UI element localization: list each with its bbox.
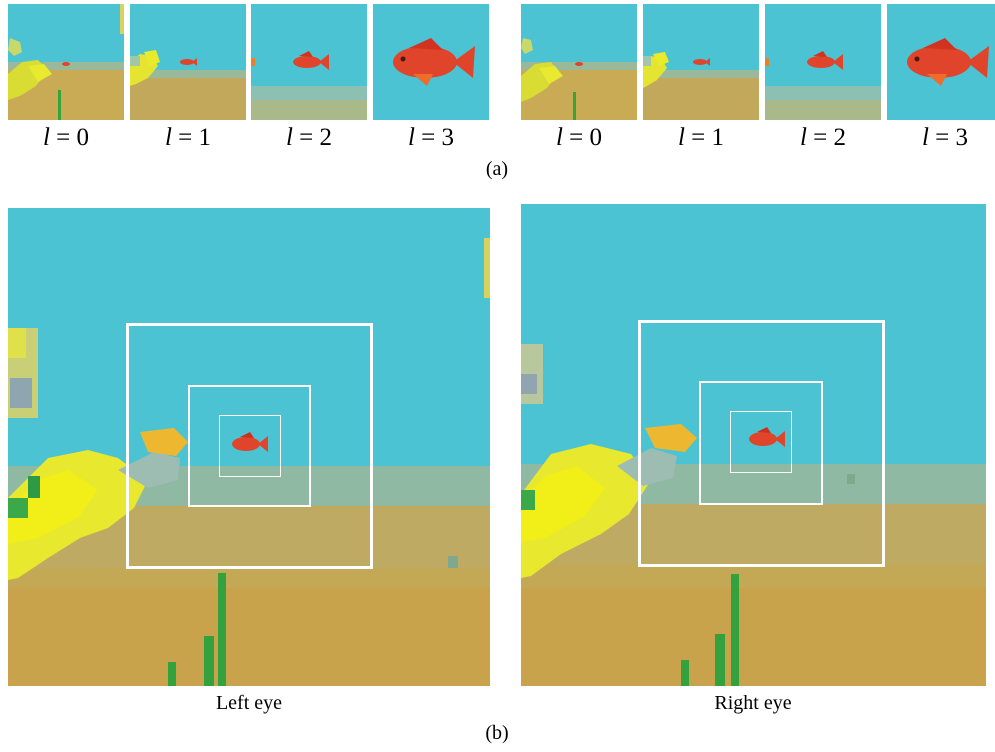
level-equals: = xyxy=(56,124,71,151)
left-eye-level-0-label: l = 0 xyxy=(8,124,124,152)
level-equals: = xyxy=(178,124,193,151)
right-eye-level-2-thumbnail xyxy=(765,4,881,120)
level-number: 0 xyxy=(76,124,90,151)
right-eye-level-2-label: l = 2 xyxy=(765,124,881,152)
left-eye-level-2-thumbnail xyxy=(251,4,367,120)
level-variable: l xyxy=(164,124,172,151)
right-eye-view xyxy=(521,204,986,686)
level-number: 1 xyxy=(198,124,212,151)
level-equals: = xyxy=(935,124,950,151)
level-number: 3 xyxy=(955,124,969,151)
level-equals: = xyxy=(691,124,706,151)
right-eye-level-0-thumbnail xyxy=(521,4,637,120)
left-eye-level-2-label: l = 2 xyxy=(251,124,367,152)
level-variable: l xyxy=(555,124,563,151)
left-eye-level-1-label: l = 1 xyxy=(130,124,246,152)
level-variable: l xyxy=(285,124,293,151)
level-number: 0 xyxy=(589,124,603,151)
panel-a-label: (a) xyxy=(485,158,509,180)
level-variable: l xyxy=(407,124,415,151)
level-equals: = xyxy=(813,124,828,151)
level-equals: = xyxy=(569,124,584,151)
left-eye-fovea-inner-box xyxy=(219,415,281,477)
right-eye-level-0-label: l = 0 xyxy=(521,124,637,152)
left-eye-level-3-label: l = 3 xyxy=(373,124,489,152)
left-eye-view xyxy=(8,208,490,686)
right-eye-level-1-label: l = 1 xyxy=(643,124,759,152)
right-eye-fovea-inner-box xyxy=(730,411,792,473)
level-number: 3 xyxy=(441,124,455,151)
level-number: 2 xyxy=(833,124,847,151)
left-eye-fovea-outer-box xyxy=(126,323,373,569)
right-eye-fovea-middle-box xyxy=(699,381,823,505)
left-eye-level-1-thumbnail xyxy=(130,4,246,120)
level-number: 1 xyxy=(711,124,725,151)
left-eye-caption: Left eye xyxy=(215,692,283,714)
left-eye-level-0-thumbnail xyxy=(8,4,124,120)
level-variable: l xyxy=(677,124,685,151)
level-variable: l xyxy=(42,124,50,151)
left-eye-level-3-thumbnail xyxy=(373,4,489,120)
level-number: 2 xyxy=(319,124,333,151)
fish-left xyxy=(232,432,268,452)
right-eye-fovea-outer-box xyxy=(638,320,885,567)
right-eye-caption: Right eye xyxy=(714,692,792,714)
panel-b-label: (b) xyxy=(485,722,509,744)
left-eye-fovea-middle-box xyxy=(188,385,311,507)
level-variable: l xyxy=(799,124,807,151)
level-equals: = xyxy=(421,124,436,151)
level-variable: l xyxy=(921,124,929,151)
level-equals: = xyxy=(299,124,314,151)
right-eye-level-3-label: l = 3 xyxy=(887,124,995,152)
right-eye-level-3-thumbnail xyxy=(887,4,995,120)
fish-right xyxy=(749,427,785,447)
right-eye-level-1-thumbnail xyxy=(643,4,759,120)
